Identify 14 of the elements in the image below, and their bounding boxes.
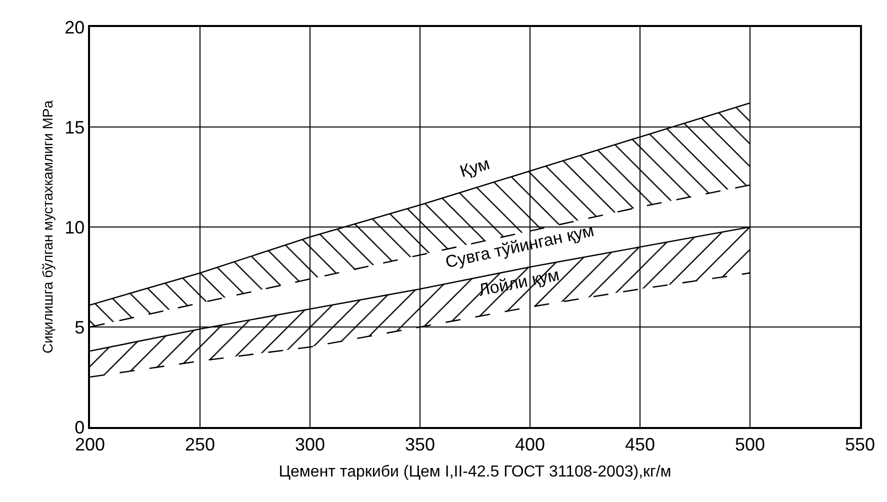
y-tick-label: 15 xyxy=(64,117,85,138)
y-tick-label: 20 xyxy=(64,17,85,38)
y-tick-label: 10 xyxy=(64,217,85,238)
x-axis-title: Цемент таркиби (Цем I,II-42.5 ГОСТ 31108-2003),кг/м xyxy=(278,464,672,481)
x-tick-label: 400 xyxy=(514,434,546,454)
y-tick-label: 5 xyxy=(74,317,85,338)
x-tick-label: 550 xyxy=(844,434,876,454)
x-tick-label: 350 xyxy=(404,434,436,454)
x-tick-label: 500 xyxy=(734,434,766,454)
x-tick-label: 300 xyxy=(294,434,326,454)
x-tick-label: 250 xyxy=(184,434,216,454)
y-axis-title: Сиқилишга бўлган мустахкамлиги MPa xyxy=(40,100,56,354)
text: Қум xyxy=(458,154,492,182)
x-tick-label: 450 xyxy=(624,434,656,454)
